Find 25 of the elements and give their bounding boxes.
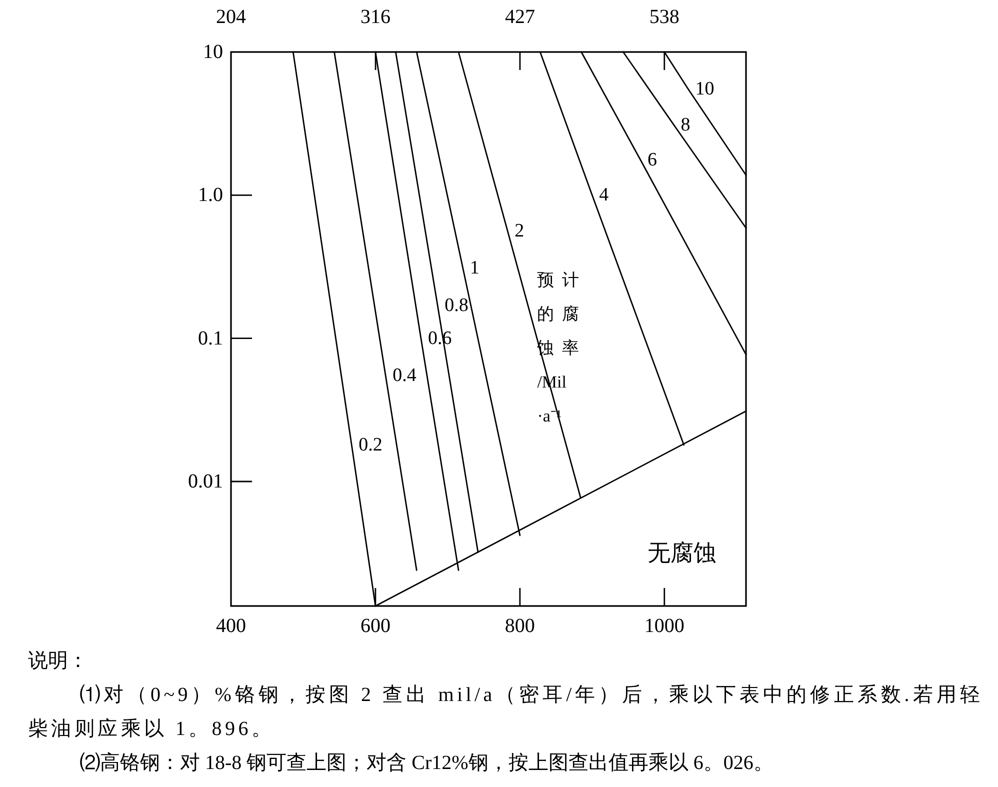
series-label: 2 bbox=[514, 220, 524, 242]
series-label: 10 bbox=[695, 78, 714, 100]
text: 说明： bbox=[28, 649, 89, 674]
x-tick-label: 400 bbox=[216, 615, 246, 637]
x2-tick-label: 316 bbox=[360, 6, 391, 28]
x-tick-label: 600 bbox=[360, 615, 390, 637]
series-label: 8 bbox=[680, 114, 690, 136]
text: ⑴对（0~9）%铬钢，按图 2 查出 mil/a（密耳/年）后，乘以下表中的修正系数.若用轻柴油则应乘以 1。896。 bbox=[28, 683, 983, 742]
series-label: 0.4 bbox=[392, 365, 417, 386]
x-tick-label: 1000 bbox=[644, 615, 684, 637]
x-tick-label: 800 bbox=[504, 615, 535, 637]
series-label: 6 bbox=[648, 150, 658, 171]
series-label: 1 bbox=[470, 257, 480, 278]
annotation: 无腐蚀 bbox=[648, 540, 717, 566]
x2-tick-label: 538 bbox=[649, 6, 680, 28]
text: ⑵高铬钢：对 18-8 钢可查上图；对含 Cr12%钢，按上图查出值再乘以 6。026。 bbox=[79, 751, 774, 776]
x2-tick-label: 204 bbox=[216, 6, 246, 28]
series-label: 4 bbox=[599, 184, 610, 206]
series-label: 0.2 bbox=[358, 434, 382, 456]
x2-tick-label: 427 bbox=[504, 6, 535, 28]
y-tick-label: 1.0 bbox=[198, 184, 223, 206]
series-label: 0.8 bbox=[444, 294, 468, 316]
y-tick-label: 0.1 bbox=[198, 327, 223, 350]
y-tick-label: 10 bbox=[203, 41, 223, 63]
y-tick-label: 0.01 bbox=[188, 470, 223, 492]
